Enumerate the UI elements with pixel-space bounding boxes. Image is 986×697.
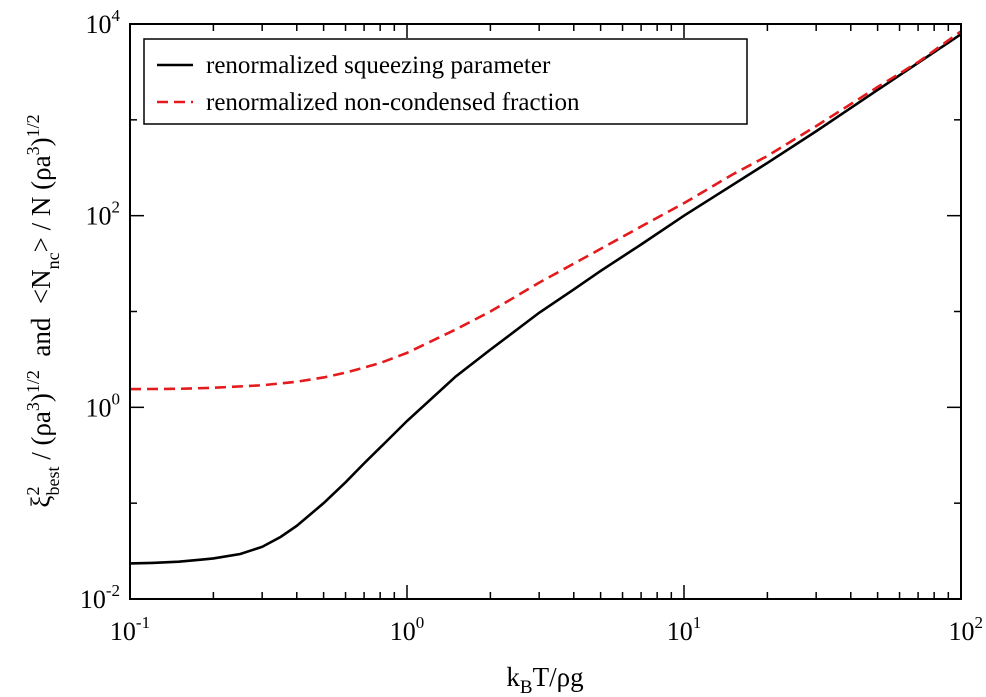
x-tick-label: 102 — [949, 613, 984, 646]
series-line-squeezing-parameter — [129, 33, 962, 565]
legend-label-non-condensed-fraction: renormalized non-condensed fraction — [206, 89, 580, 116]
axis-ticks — [129, 23, 962, 600]
x-tick-label: 100 — [390, 613, 425, 646]
y-axis-title: ξ2best / (ρa3)1/2 and <Nnc> / N (ρa3)1/2 — [23, 114, 63, 507]
y-tick-label: 100 — [86, 389, 121, 422]
series-line-non-condensed-fraction — [129, 30, 962, 391]
x-axis-title: kBT/ρg — [506, 662, 583, 697]
legend-label-squeezing-parameter: renormalized squeezing parameter — [206, 52, 551, 79]
y-tick-label: 104 — [86, 6, 121, 39]
legend: renormalized squeezing parameter renorma… — [143, 38, 748, 125]
legend-box — [143, 38, 748, 125]
x-tick-label: 10-1 — [110, 613, 150, 646]
y-tick-label: 10-2 — [80, 581, 120, 614]
plot-frame — [129, 23, 962, 600]
tick-labels: 10-1 100 101 102 10-2 100 102 104 — [80, 6, 983, 646]
y-tick-label: 102 — [86, 198, 121, 231]
series-layer — [129, 30, 962, 565]
x-tick-label: 101 — [667, 613, 702, 646]
